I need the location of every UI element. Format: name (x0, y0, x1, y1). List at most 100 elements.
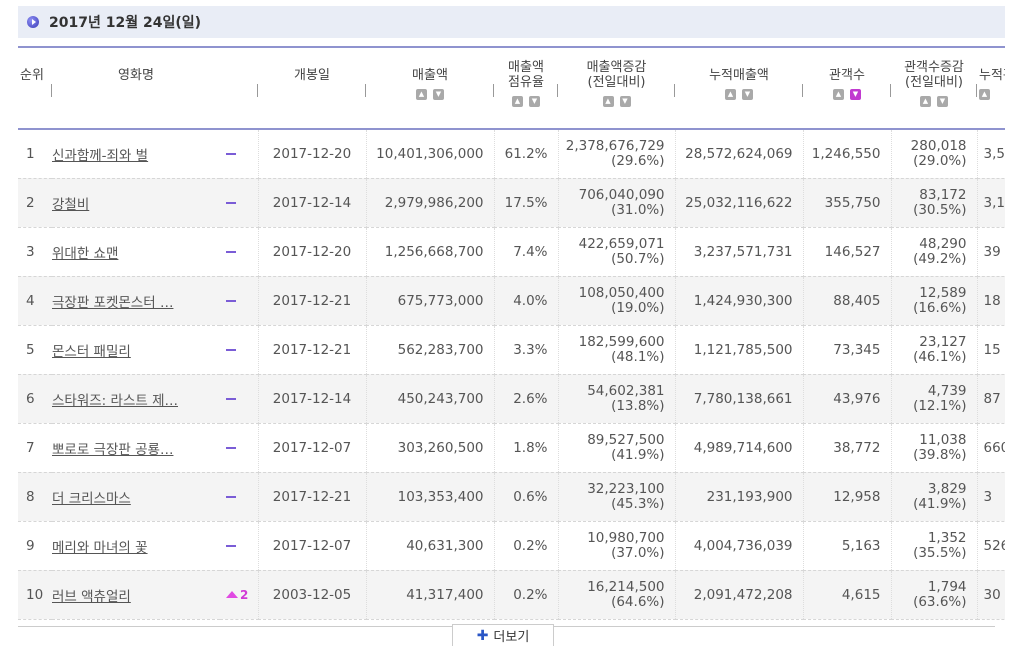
cum-sales-cell: 7,780,138,661 (675, 374, 804, 423)
sales-cell: 1,256,668,700 (366, 227, 495, 276)
table-row: 3 위대한 쇼맨 2017-12-20 1,256,668,700 7.4% 422,65… (18, 227, 1005, 276)
sort-up-icon[interactable]: ▲ (416, 89, 427, 100)
release-date-cell: 2017-12-20 (258, 227, 367, 276)
sales-delta-value: 182,599,600 (578, 333, 665, 350)
table-row: 1 신과함께-죄와 벌 2017-12-20 10,401,306,000 61.2% 2… (18, 129, 1005, 178)
sort-up-icon[interactable]: ▲ (512, 96, 523, 107)
col-sales-delta: 매출액증감 (전일대비) ▲ ▼ (558, 47, 675, 129)
aud-delta-value: 1,794 (927, 578, 967, 595)
sales-delta-pct: (45.3%) (611, 495, 665, 512)
audience-cell: 12,958 (803, 472, 892, 521)
share-cell: 0.2% (494, 570, 559, 619)
sales-delta-pct: (19.0%) (611, 299, 665, 316)
sort-down-active-icon[interactable]: ▼ (850, 89, 861, 100)
sales-delta-pct: (41.9%) (611, 446, 665, 463)
sort-up-icon[interactable]: ▲ (602, 96, 614, 107)
share-cell: 0.6% (494, 472, 559, 521)
sort-up-icon[interactable]: ▲ (833, 89, 844, 100)
sort-down-icon[interactable]: ▼ (937, 96, 948, 107)
sort-down-icon[interactable]: ▼ (619, 96, 631, 107)
share-cell: 0.2% (494, 521, 559, 570)
title-cell: 강철비 (52, 178, 220, 227)
title-cell: 극장판 포켓몬스터 … (52, 276, 220, 325)
cum-audience-cell: 15 (983, 341, 1001, 358)
sort-up-icon[interactable]: ▲ (725, 89, 736, 100)
sales-delta-value: 108,050,400 (578, 284, 665, 301)
movie-title-link[interactable]: 스타워즈: 라스트 제… (52, 392, 178, 409)
sales-cell: 303,260,500 (366, 423, 495, 472)
table-row: 2 강철비 2017-12-14 2,979,986,200 17.5% 706,040,… (18, 178, 1005, 227)
sort-down-icon[interactable]: ▼ (742, 89, 753, 100)
movie-title-link[interactable]: 뽀로로 극장판 공룡… (52, 441, 174, 458)
aud-delta-value: 280,018 (910, 137, 967, 154)
sales-delta-cell: 32,223,100 (45.3%) (558, 472, 676, 521)
aud-delta-value: 4,739 (927, 382, 967, 399)
sort-up-icon[interactable]: ▲ (920, 96, 931, 107)
sort-down-icon[interactable]: ▼ (433, 89, 444, 100)
movie-title-link[interactable]: 메리와 마녀의 꽃 (52, 539, 148, 556)
aud-delta-cell: 12,589 (16.6%) (891, 276, 978, 325)
sales-cell: 10,401,306,000 (366, 129, 495, 178)
release-date-cell: 2017-12-20 (258, 129, 367, 178)
plus-icon: ✚ (476, 627, 489, 644)
title-cell: 더 크리스마스 (52, 472, 220, 521)
col-share: 매출액 점유율 ▲ ▼ (494, 47, 558, 129)
aud-delta-pct: (46.1%) (913, 348, 967, 365)
more-button[interactable]: ✚ 더보기 (452, 624, 554, 646)
cum-sales-cell: 2,091,472,208 (675, 570, 804, 619)
rank-cell: 2 (26, 194, 35, 211)
movie-title-link[interactable]: 극장판 포켓몬스터 … (52, 294, 174, 311)
sales-delta-value: 422,659,071 (578, 235, 665, 252)
audience-cell: 4,615 (803, 570, 892, 619)
aud-delta-pct: (29.0%) (913, 152, 967, 169)
movie-title-link[interactable]: 신과함께-죄와 벌 (52, 147, 149, 164)
aud-delta-pct: (16.6%) (913, 299, 967, 316)
title-cell: 러브 액츄얼리 (52, 570, 220, 619)
share-cell: 4.0% (494, 276, 559, 325)
audience-cell: 73,345 (803, 325, 892, 374)
rank-unchanged-icon (226, 496, 236, 498)
title-cell: 뽀로로 극장판 공룡… (52, 423, 220, 472)
rank-change-cell (220, 227, 259, 276)
release-date-cell: 2017-12-14 (258, 178, 367, 227)
rank-unchanged-icon (226, 545, 236, 547)
cum-sales-cell: 1,424,930,300 (675, 276, 804, 325)
share-cell: 17.5% (494, 178, 559, 227)
audience-cell: 5,163 (803, 521, 892, 570)
sales-delta-value: 10,980,700 (587, 529, 665, 546)
aud-delta-value: 12,589 (919, 284, 967, 301)
sales-delta-cell: 2,378,676,729 (29.6%) (558, 129, 676, 178)
sales-delta-value: 54,602,381 (587, 382, 665, 399)
table-header-row: 순위 영화명 개봉일 매출액 ▲ ▼ 매출액 점유율 ▲ ▼ 매출액증감 (전일대비) … (18, 47, 1005, 129)
share-cell: 2.6% (494, 374, 559, 423)
rank-unchanged-icon (226, 398, 236, 400)
movie-title-link[interactable]: 더 크리스마스 (52, 490, 131, 507)
cum-sales-cell: 4,004,736,039 (675, 521, 804, 570)
movie-title-link[interactable]: 러브 액츄얼리 (52, 588, 131, 605)
aud-delta-pct: (30.5%) (913, 201, 967, 218)
cum-audience-cell: 3 (983, 488, 993, 505)
col-rank: 순위 (18, 47, 52, 129)
rank-change-cell (220, 325, 259, 374)
rank-unchanged-icon (226, 300, 236, 302)
play-bullet-icon (27, 16, 39, 28)
share-cell: 1.8% (494, 423, 559, 472)
sort-down-icon[interactable]: ▼ (529, 96, 540, 107)
share-cell: 7.4% (494, 227, 559, 276)
table-row: 7 뽀로로 극장판 공룡… 2017-12-07 303,260,500 1.8% 89,… (18, 423, 1005, 472)
rank-unchanged-icon (226, 251, 236, 253)
movie-title-link[interactable]: 몬스터 패밀리 (52, 343, 131, 360)
sort-up-icon[interactable]: ▲ (979, 89, 990, 100)
sales-delta-pct: (29.6%) (611, 152, 665, 169)
sales-cell: 675,773,000 (366, 276, 495, 325)
movie-title-link[interactable]: 강철비 (52, 196, 90, 213)
movie-title-link[interactable]: 위대한 쇼맨 (52, 245, 119, 262)
rank-cell: 9 (26, 537, 35, 554)
table-row: 6 스타워즈: 라스트 제… 2017-12-14 450,243,700 2.6% 54… (18, 374, 1005, 423)
cum-sales-cell: 25,032,116,622 (675, 178, 804, 227)
release-date-cell: 2017-12-07 (258, 423, 367, 472)
rank-cell: 7 (26, 439, 35, 456)
cum-audience-cell: 87 (983, 390, 1001, 407)
col-sales: 매출액 ▲ ▼ (366, 47, 494, 129)
sales-delta-pct: (37.0%) (611, 544, 665, 561)
